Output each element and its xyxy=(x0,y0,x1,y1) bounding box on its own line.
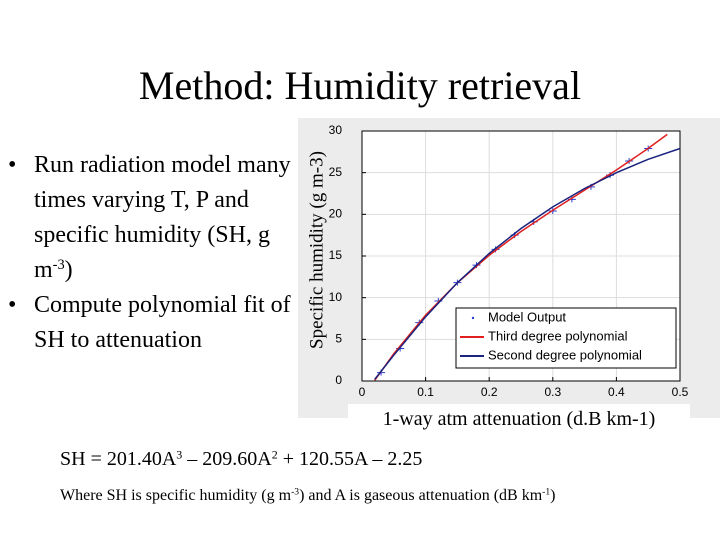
text-run: ) xyxy=(550,487,556,504)
bullet-list: Run radiation model many times varying T… xyxy=(8,148,298,358)
text-run: ) and A is gaseous attenuation (dB km xyxy=(299,487,543,504)
text-run: Run radiation model many times varying T… xyxy=(34,152,291,283)
bullet: Compute polynomial fit of SH to attenuat… xyxy=(8,288,296,358)
y-tick-label: 10 xyxy=(329,290,343,304)
slide-title: Method: Humidity retrieval xyxy=(138,63,582,108)
superscript: 3 xyxy=(176,447,183,462)
bullet: Run radiation model many times varying T… xyxy=(8,148,296,288)
series-line xyxy=(374,147,681,380)
y-tick-label: 30 xyxy=(329,123,343,137)
superscript: 2 xyxy=(271,447,278,462)
series-line xyxy=(374,133,668,381)
y-tick-label: 25 xyxy=(329,165,343,179)
superscript: -1 xyxy=(542,486,551,498)
y-tick-label: 20 xyxy=(329,207,343,221)
y-axis-label: Specific humidity (g m-3) xyxy=(306,151,327,349)
x-tick-label: 0 xyxy=(359,385,366,399)
legend-label: Model Output xyxy=(488,309,566,324)
x-axis-label: 1-way atm attenuation (d.B km-1) xyxy=(348,404,690,434)
superscript: -3 xyxy=(291,486,300,498)
text-run: – 209.60A xyxy=(182,448,272,470)
equation: SH = 201.40A3 – 209.60A2 + 120.55A – 2.2… xyxy=(60,448,422,471)
y-tick-label: 0 xyxy=(335,373,342,387)
plot-frame xyxy=(361,130,681,382)
legend-label: Second degree polynomial xyxy=(488,347,642,362)
text-run: + 120.55A – 2.25 xyxy=(277,448,423,470)
text-run: SH = 201.40A xyxy=(60,448,177,470)
superscript: -3 xyxy=(52,257,65,274)
x-tick-label: 0.1 xyxy=(417,385,434,399)
x-tick-label: 0.4 xyxy=(608,385,625,399)
y-tick-label: 5 xyxy=(335,332,342,346)
y-tick-label: 15 xyxy=(329,248,343,262)
legend-marker xyxy=(471,316,475,320)
legend-label: Third degree polynomial xyxy=(488,328,628,343)
footnote: Where SH is specific humidity (g m-3) an… xyxy=(60,487,555,505)
legend-box xyxy=(455,307,677,369)
x-tick-label: 0.3 xyxy=(544,385,561,399)
text-run: Compute polynomial fit of SH to attenuat… xyxy=(34,292,291,353)
x-tick-label: 0.2 xyxy=(481,385,498,399)
text-run: Where SH is specific humidity (g m xyxy=(60,487,292,504)
x-tick-label: 0.5 xyxy=(672,385,689,399)
text-run: ) xyxy=(64,257,73,283)
chart: Specific humidity (g m-3) 0 5 10 15 20 25 30 0 0… xyxy=(298,118,720,418)
